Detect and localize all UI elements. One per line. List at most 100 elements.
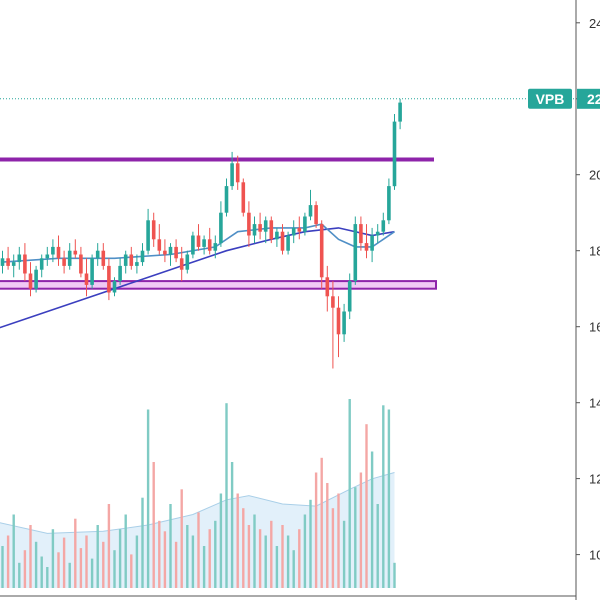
candle-body xyxy=(67,250,72,266)
candle xyxy=(157,224,162,255)
volume-bar xyxy=(270,520,273,588)
volume-bar xyxy=(247,525,251,588)
volume-bar xyxy=(152,462,155,588)
volume-bar xyxy=(102,541,105,588)
volume-bar xyxy=(202,546,206,588)
candle xyxy=(51,239,55,263)
volume-bar xyxy=(258,529,262,588)
candle-body xyxy=(213,243,218,251)
volume-bars xyxy=(1,399,396,588)
candle xyxy=(392,114,397,190)
volume-bar xyxy=(253,514,256,588)
candle-body xyxy=(118,265,122,282)
candle xyxy=(375,224,380,244)
price-tick-label: 16 xyxy=(589,320,600,335)
volume-bar xyxy=(236,493,239,588)
candle-body xyxy=(314,205,318,225)
candle-body xyxy=(163,250,167,255)
candle-body xyxy=(252,224,257,236)
volume-bar xyxy=(174,541,178,588)
candle-body xyxy=(291,227,296,236)
volume-bar xyxy=(124,514,127,588)
volume-bar xyxy=(342,520,346,588)
volume-bar xyxy=(197,512,200,588)
volume-bar xyxy=(85,535,88,588)
volume-bar xyxy=(6,535,10,588)
volume-bar xyxy=(113,550,116,588)
candle xyxy=(275,227,279,247)
candle-body xyxy=(95,250,100,259)
candle xyxy=(258,212,262,240)
last-price-tag-background xyxy=(577,88,600,109)
volume-bar xyxy=(331,508,335,588)
candle-body xyxy=(191,235,195,255)
volume-bar xyxy=(186,525,189,588)
volume-bar xyxy=(376,504,379,588)
candle xyxy=(241,178,246,217)
candle-body xyxy=(207,239,212,251)
candle-body xyxy=(157,239,162,251)
candle-body xyxy=(280,231,285,251)
candle-body xyxy=(342,311,346,335)
candle xyxy=(213,235,218,259)
candle xyxy=(73,239,78,259)
candle xyxy=(398,98,402,130)
volume-bar xyxy=(135,535,139,588)
candle-body xyxy=(286,235,290,251)
candle xyxy=(331,281,335,369)
candle-body xyxy=(392,121,397,187)
volume-bar xyxy=(281,525,284,588)
candle-body xyxy=(11,262,16,266)
price-tick-label: 10 xyxy=(589,548,600,563)
volume-bar xyxy=(23,550,27,588)
candle xyxy=(219,201,223,247)
volume-bar xyxy=(208,529,211,588)
candlesticks xyxy=(0,98,402,369)
candle xyxy=(174,239,178,263)
volume-bar xyxy=(337,493,340,588)
candle xyxy=(146,208,150,255)
volume-bar xyxy=(18,562,21,588)
candle-body xyxy=(84,273,89,285)
candle xyxy=(247,201,251,247)
candle-body xyxy=(62,258,66,266)
candle xyxy=(286,231,290,255)
candle xyxy=(45,246,50,266)
candle-body xyxy=(185,254,190,270)
candle xyxy=(263,216,268,244)
volume-bar xyxy=(146,409,150,588)
candle-body xyxy=(196,235,201,247)
symbol-tag-background xyxy=(528,88,572,109)
candle-body xyxy=(123,254,128,266)
candle-body xyxy=(381,220,386,232)
candle-body xyxy=(174,246,178,259)
candle xyxy=(11,254,16,278)
candle xyxy=(0,250,5,274)
candle xyxy=(364,224,369,259)
support-zone-box xyxy=(0,280,437,290)
candle xyxy=(303,212,307,236)
volume-bar xyxy=(219,493,223,588)
candle xyxy=(90,254,94,289)
candle-body xyxy=(398,102,402,122)
candle xyxy=(112,277,117,297)
volume-bar xyxy=(309,499,312,588)
candle-body xyxy=(331,296,335,308)
candle-body xyxy=(325,277,330,297)
candle xyxy=(336,296,341,358)
candle xyxy=(62,250,66,274)
price-tick-label: 24 xyxy=(589,16,600,31)
volume-bar xyxy=(264,535,267,588)
volume-bar xyxy=(1,546,4,588)
candle xyxy=(381,212,386,236)
candle-body xyxy=(375,231,380,236)
volume-bar xyxy=(275,546,279,588)
price-tick-label: 18 xyxy=(589,244,600,259)
candle-body xyxy=(45,254,50,259)
candle xyxy=(163,239,167,263)
volume-bar xyxy=(393,562,396,588)
candle-body xyxy=(308,205,313,217)
volume-bar xyxy=(214,520,217,588)
